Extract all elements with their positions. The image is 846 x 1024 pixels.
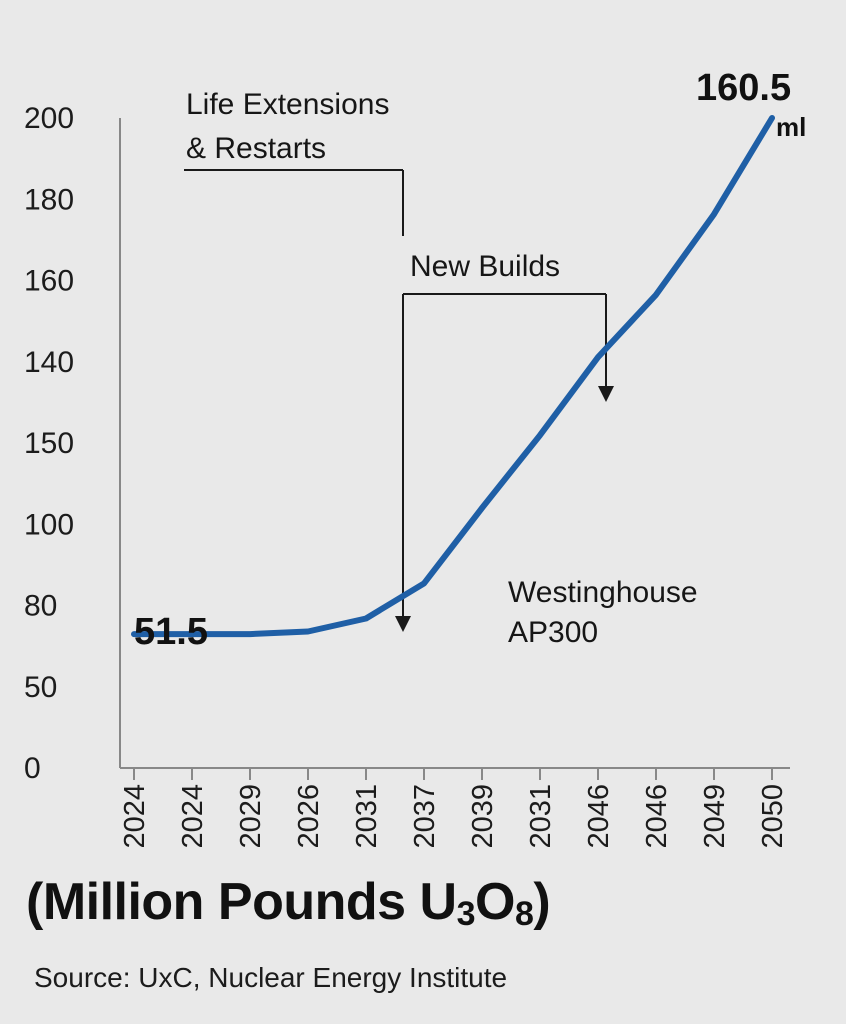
data-point: [305, 629, 311, 634]
y-tick-label: 0: [24, 752, 41, 785]
data-point: [595, 354, 601, 360]
x-tick-label: 2024: [177, 784, 209, 849]
series-group: [131, 115, 775, 638]
y-tick-label: 160: [24, 265, 74, 298]
x-tick-label: 2024: [119, 784, 151, 849]
annotation-westinghouse: Westinghouse: [508, 576, 698, 609]
x-tick-label: 2050: [757, 784, 789, 849]
new-builds-arrow-left-head: [395, 616, 411, 632]
annotation-lines: [184, 169, 614, 632]
data-point: [537, 432, 543, 438]
source-note: Source: UxC, Nuclear Energy Institute: [34, 962, 508, 993]
unit-title: (Million Pounds U3O8): [26, 873, 551, 933]
end-unit-label: ml: [776, 112, 806, 142]
x-tick-label: 2037: [409, 784, 441, 849]
x-axis: 2024 2024 2029 2026 2031 2037 2039 2031 2046 2046…: [119, 768, 789, 849]
annotation-new-builds: New Builds: [410, 250, 560, 283]
y-tick-label: 80: [24, 590, 57, 623]
x-tick-label: 2029: [235, 784, 267, 849]
data-point: [363, 616, 369, 621]
x-tick-label: 2031: [525, 784, 557, 849]
chart-axes: [119, 118, 790, 769]
data-point: [769, 115, 775, 121]
annotation-restarts: & Restarts: [186, 132, 326, 165]
data-point: [711, 211, 717, 217]
x-tick-label: 2046: [641, 784, 673, 849]
data-point: [479, 505, 485, 511]
y-tick-label: 140: [24, 346, 74, 379]
y-axis: 0 50 80 100 150 140 160 180 200: [24, 102, 74, 785]
y-tick-label: 180: [24, 183, 74, 216]
y-tick-label: 100: [24, 508, 74, 541]
series-line: [131, 115, 775, 638]
y-tick-label: 50: [24, 671, 57, 704]
y-tick-label: 150: [24, 427, 74, 460]
x-tick-label: 2026: [293, 784, 325, 849]
end-value-label: 160.5: [696, 67, 791, 109]
chart: 0 50 80 100 150 140 160 180 200 2024 2024 2029 2026…: [24, 67, 806, 849]
start-value-label: 51.5: [134, 611, 208, 653]
annotation-ap300: AP300: [508, 616, 598, 649]
x-tick-label: 2049: [699, 784, 731, 849]
annotation-life-extensions: Life Extensions: [186, 88, 389, 121]
data-point: [189, 631, 195, 637]
data-point: [421, 580, 427, 586]
new-builds-arrow-right-head: [598, 386, 614, 402]
y-tick-label: 200: [24, 102, 74, 135]
data-point: [131, 631, 137, 637]
data-point: [653, 292, 659, 298]
x-tick-label: 2031: [351, 784, 383, 849]
x-tick-label: 2039: [467, 784, 499, 849]
data-point: [247, 631, 253, 637]
x-tick-label: 2046: [583, 784, 615, 849]
